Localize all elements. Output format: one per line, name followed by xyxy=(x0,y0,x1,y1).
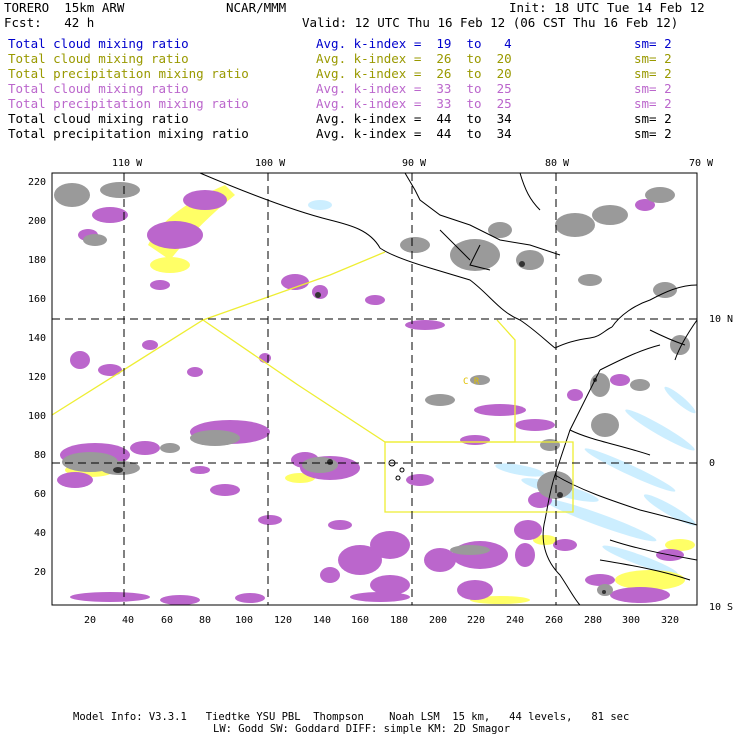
x-tick-label: 80 xyxy=(199,615,211,626)
longitude-labels: 110 W 100 W 90 W 80 W 70 W xyxy=(112,158,714,169)
legend-smoothing: sm= 2 xyxy=(634,81,672,96)
model-info-line1: Model Info: V3.3.1 Tiedtke YSU PBL Thomp… xyxy=(73,711,630,723)
y-tick-label: 160 xyxy=(28,294,46,305)
legend-smoothing: sm= 2 xyxy=(634,51,672,66)
latitude-labels: 10 N 0 10 S xyxy=(709,314,733,613)
x-tick-label: 280 xyxy=(584,615,602,626)
y-tick-label: 20 xyxy=(34,567,46,578)
x-tick-label: 300 xyxy=(622,615,640,626)
model-title: TORERO 15km ARW xyxy=(4,0,125,15)
lat-label: 0 xyxy=(709,458,715,469)
purple-cloud-areas xyxy=(57,190,684,605)
forecast-hour: Fcst: 42 h xyxy=(4,15,95,30)
y-tick-label: 200 xyxy=(28,216,46,227)
coastlines xyxy=(199,173,697,605)
map-frame xyxy=(51,172,698,606)
x-tick-label: 220 xyxy=(467,615,485,626)
init-time: Init: 18 UTC Tue 14 Feb 12 xyxy=(509,0,705,15)
x-tick-label: 120 xyxy=(274,615,292,626)
region-label: C R xyxy=(463,377,480,387)
x-tick-label: 40 xyxy=(122,615,134,626)
legend-field: Total cloud mixing ratio xyxy=(8,36,189,51)
x-axis-ticks: 20 40 60 80 100 120 140 160 180 200 220 … xyxy=(84,615,679,626)
legend-kindex: Avg. k-index = 33 to 25 xyxy=(316,96,512,111)
y-tick-label: 80 xyxy=(34,450,46,461)
x-tick-label: 260 xyxy=(545,615,563,626)
legend-smoothing: sm= 2 xyxy=(634,111,672,126)
y-tick-label: 140 xyxy=(28,333,46,344)
legend-kindex: Avg. k-index = 44 to 34 xyxy=(316,111,512,126)
legend-field: Total precipitation mixing ratio xyxy=(8,66,249,81)
lat-label: 10 S xyxy=(709,602,733,613)
valid-time: Valid: 12 UTC Thu 16 Feb 12 (06 CST Thu … xyxy=(302,15,679,30)
legend-kindex: Avg. k-index = 26 to 20 xyxy=(316,66,512,81)
org-label: NCAR/MMM xyxy=(226,0,287,15)
lon-label: 90 W xyxy=(402,158,427,169)
lat-lon-grid xyxy=(52,173,697,605)
legend: Total cloud mixing ratio Avg. k-index = … xyxy=(0,36,740,146)
x-tick-label: 200 xyxy=(429,615,447,626)
legend-smoothing: sm= 2 xyxy=(634,66,672,81)
legend-smoothing: sm= 2 xyxy=(634,96,672,111)
y-tick-label: 40 xyxy=(34,528,46,539)
y-tick-label: 60 xyxy=(34,489,46,500)
x-tick-label: 100 xyxy=(235,615,253,626)
x-tick-label: 20 xyxy=(84,615,96,626)
x-tick-label: 240 xyxy=(506,615,524,626)
lon-label: 100 W xyxy=(255,158,286,169)
lon-label: 70 W xyxy=(689,158,714,169)
map-field-layer xyxy=(52,173,697,605)
y-tick-label: 120 xyxy=(28,372,46,383)
y-tick-label: 220 xyxy=(28,177,46,188)
model-info-line2: LW: Godd SW: Goddard DIFF: simple KM: 2D… xyxy=(213,723,511,735)
legend-smoothing: sm= 2 xyxy=(634,36,672,51)
legend-field: Total precipitation mixing ratio xyxy=(8,126,249,141)
x-tick-label: 180 xyxy=(390,615,408,626)
legend-field: Total cloud mixing ratio xyxy=(8,81,189,96)
grey-cloud-areas xyxy=(54,182,690,596)
legend-field: Total cloud mixing ratio xyxy=(8,51,189,66)
lon-label: 80 W xyxy=(545,158,570,169)
legend-kindex: Avg. k-index = 19 to 4 xyxy=(316,36,512,51)
legend-field: Total precipitation mixing ratio xyxy=(8,96,249,111)
legend-kindex: Avg. k-index = 26 to 20 xyxy=(316,51,512,66)
y-tick-label: 180 xyxy=(28,255,46,266)
legend-kindex: Avg. k-index = 44 to 34 xyxy=(316,126,512,141)
x-tick-label: 320 xyxy=(661,615,679,626)
x-tick-label: 60 xyxy=(161,615,173,626)
region-outlines xyxy=(52,251,574,513)
lat-label: 10 N xyxy=(709,314,733,325)
legend-kindex: Avg. k-index = 33 to 25 xyxy=(316,81,512,96)
y-axis-ticks: 220 200 180 160 140 120 100 80 60 40 20 xyxy=(28,177,46,578)
x-tick-label: 160 xyxy=(351,615,369,626)
legend-field: Total cloud mixing ratio xyxy=(8,111,189,126)
legend-smoothing: sm= 2 xyxy=(634,126,672,141)
x-tick-label: 140 xyxy=(313,615,331,626)
lon-label: 110 W xyxy=(112,158,143,169)
y-tick-label: 100 xyxy=(28,411,46,422)
